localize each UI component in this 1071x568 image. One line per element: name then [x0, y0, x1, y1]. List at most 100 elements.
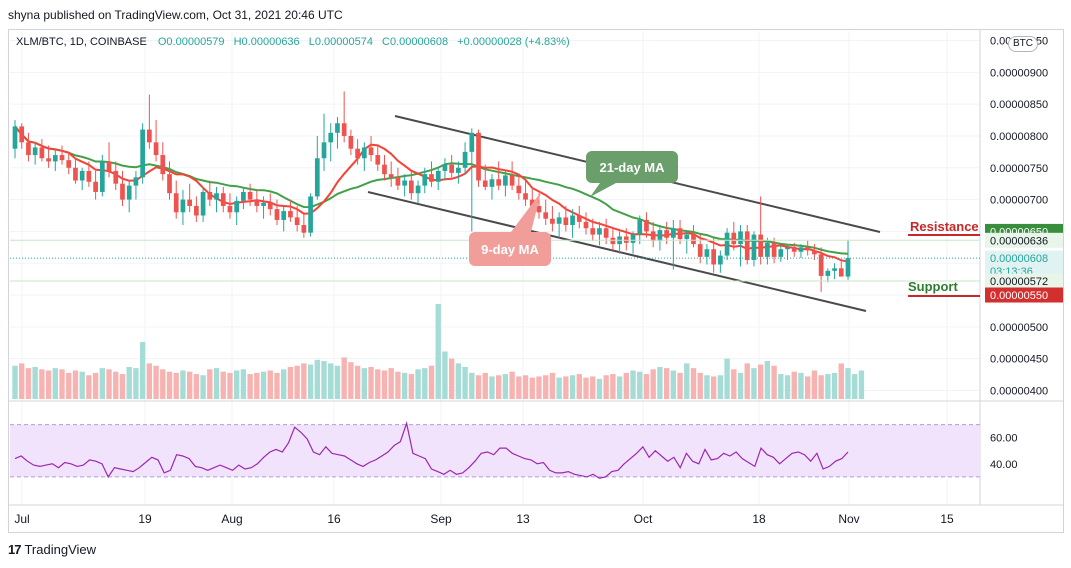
candle-body — [718, 255, 723, 265]
price-tick-label: 0.00000750 — [990, 163, 1048, 175]
volume-bar — [462, 366, 468, 399]
candle — [194, 196, 199, 222]
volume-bar — [281, 369, 287, 399]
currency-badge[interactable]: BTC — [1008, 36, 1038, 52]
candle — [59, 145, 65, 165]
candle-body — [254, 199, 260, 206]
volume-bar — [583, 377, 589, 399]
candle — [711, 237, 716, 273]
candle — [791, 242, 797, 257]
volume-bar — [610, 374, 616, 399]
volume-bar — [233, 370, 240, 399]
candle — [113, 161, 119, 191]
candle-body — [704, 249, 710, 257]
candle — [415, 180, 421, 203]
brand-label: TradingView — [24, 542, 97, 557]
candle-body — [388, 174, 394, 178]
candle-body — [335, 123, 340, 133]
candle — [281, 205, 287, 232]
candle — [744, 225, 750, 265]
volume-bar — [25, 368, 32, 399]
volume-bar — [805, 376, 811, 399]
ma9-annotation-text: 9-day MA — [481, 242, 539, 257]
candle — [234, 196, 240, 226]
volume-bar — [475, 375, 482, 399]
candle-body — [267, 202, 273, 210]
candle — [126, 180, 132, 213]
volume-bar — [180, 370, 186, 399]
candle-body — [220, 193, 226, 206]
candle — [691, 225, 696, 248]
volume-bar — [677, 372, 683, 399]
candle — [644, 212, 649, 238]
volume-bar — [536, 376, 542, 399]
candle-body — [348, 135, 354, 149]
candle-body — [59, 155, 65, 161]
volume-bar — [684, 363, 690, 399]
volume-bar — [66, 372, 72, 399]
candle-body — [691, 234, 696, 245]
volume-bar — [254, 372, 260, 399]
candle — [12, 120, 18, 159]
volume-bar — [207, 369, 213, 399]
candle-body — [79, 170, 85, 181]
candle — [133, 170, 139, 200]
candle — [147, 94, 152, 149]
candle-body — [778, 249, 784, 257]
candle-body — [368, 147, 374, 156]
candle — [590, 218, 596, 241]
volume-bar — [240, 369, 247, 399]
candle — [798, 244, 804, 259]
candle-body — [449, 164, 455, 173]
candle-body — [670, 228, 676, 238]
candle-body — [361, 147, 367, 159]
volume-bar — [294, 365, 300, 399]
candle-body — [462, 151, 468, 168]
candle-body — [241, 191, 246, 201]
candle-body — [684, 234, 690, 240]
candle — [610, 228, 616, 251]
candle — [832, 263, 837, 280]
volume-bar — [657, 366, 663, 399]
time-tick-label: 19 — [138, 512, 152, 526]
volume-bar — [321, 361, 327, 399]
rsi-panel: 60.00 40.00 — [10, 421, 1018, 479]
volume-bar — [650, 369, 656, 399]
support-label: Support — [908, 279, 958, 294]
candle — [46, 145, 51, 168]
candle-body — [133, 177, 139, 186]
candle — [617, 231, 622, 254]
ma21-annotation-box — [586, 151, 678, 183]
candle — [32, 142, 38, 165]
volume-bar — [704, 375, 710, 399]
volume-bar — [751, 368, 757, 399]
candle — [361, 142, 367, 171]
support-price-badge-text: 0.00000572 — [990, 276, 1048, 288]
candle — [670, 219, 676, 270]
candle-body — [503, 175, 508, 186]
candle — [408, 170, 414, 200]
volume-bar — [435, 304, 441, 399]
candle-body — [765, 242, 770, 257]
candle — [650, 221, 656, 248]
candle — [348, 129, 354, 156]
volume-bar — [563, 376, 569, 399]
support-price-badge-bg — [985, 273, 1063, 289]
candle — [724, 228, 730, 261]
candle-body — [805, 247, 811, 251]
candle-body — [583, 221, 589, 229]
candle-body — [758, 234, 764, 257]
candle — [523, 180, 528, 206]
candle — [630, 231, 636, 254]
candle — [778, 245, 784, 262]
volume-bar — [596, 378, 603, 399]
candle-body — [563, 217, 569, 226]
candle — [308, 193, 313, 237]
close-value: C0.00000608 — [382, 36, 449, 48]
candle — [496, 161, 502, 191]
candle-body — [623, 236, 629, 243]
volume-bar — [690, 368, 697, 399]
volume-bar — [744, 363, 750, 399]
candle — [140, 123, 145, 184]
